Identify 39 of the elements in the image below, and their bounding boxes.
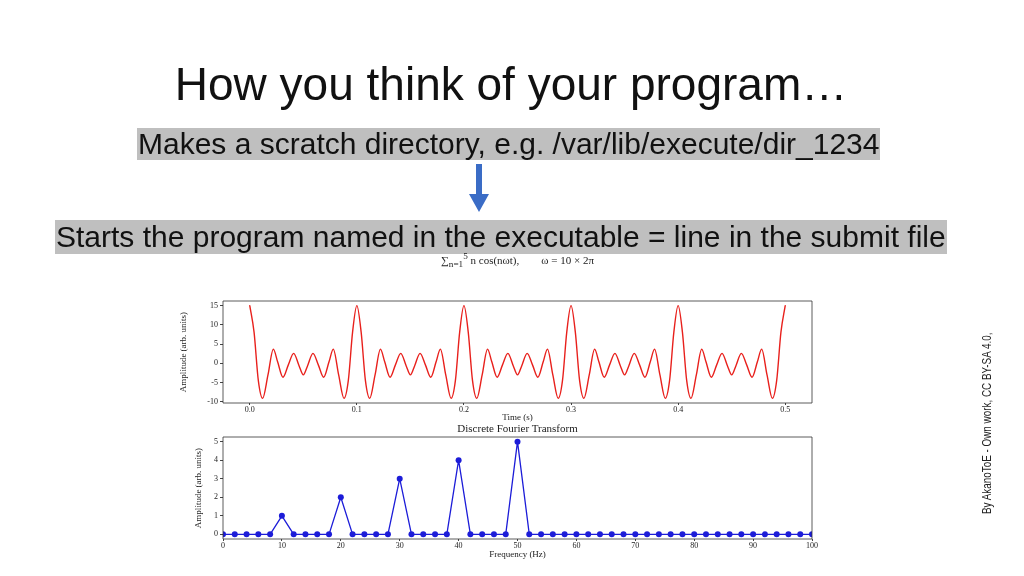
x-tick-label: 0.5 — [780, 404, 791, 414]
chart-title: ∑$_{n=1}$$^{5}$ n cos(nωt), ω = 10 × 2π — [441, 251, 594, 269]
x-tick-label: 30 — [395, 540, 404, 550]
y-tick-label: 0 — [214, 358, 218, 368]
y-tick-label: 10 — [210, 319, 218, 329]
y-axis-title: Amplitude (arb. units) — [177, 311, 188, 393]
text: How you think of your program… — [174, 58, 848, 110]
x-tick-label: 20 — [336, 540, 345, 550]
x-axis-title: Time (s) — [502, 411, 533, 422]
y-tick-label: 15 — [210, 300, 218, 310]
text: Starts the program named in the executable = line in the submit file — [55, 220, 947, 254]
x-tick-label: 80 — [690, 540, 699, 550]
x-tick-label: 90 — [749, 540, 758, 550]
x-tick-label: 100 — [806, 540, 818, 550]
x-tick-label: 70 — [631, 540, 640, 550]
x-tick-label: 10 — [277, 540, 286, 550]
y-tick-label: 2 — [214, 492, 218, 502]
y-tick-label: 5 — [214, 339, 218, 349]
x-tick-label: 0.1 — [351, 404, 362, 414]
chart-title: Discrete Fourier Transform — [457, 422, 578, 434]
x-tick-label: 0 — [221, 540, 225, 550]
x-tick-label: 0.2 — [458, 404, 469, 414]
y-tick-label: -5 — [211, 377, 218, 387]
y-tick-label: 1 — [214, 510, 218, 520]
y-tick-label: 3 — [214, 473, 218, 483]
text: Makes a scratch directory, e.g. /var/lib/execute/dir_1234 — [137, 127, 881, 160]
x-tick-label: 40 — [454, 540, 463, 550]
y-tick-label: 5 — [214, 436, 218, 446]
y-tick-label: -10 — [207, 396, 218, 406]
y-tick-label: 4 — [214, 455, 218, 465]
x-tick-label: 0.0 — [244, 404, 255, 414]
x-tick-label: 0.3 — [566, 404, 577, 414]
x-tick-label: 60 — [572, 540, 581, 550]
x-tick-label: 50 — [513, 540, 522, 550]
x-tick-label: 0.4 — [673, 404, 684, 414]
y-tick-label: 0 — [214, 529, 218, 539]
y-axis-title: Amplitude (arb. units) — [192, 447, 203, 529]
text: By AkanoToE - Own work, CC BY-SA 4.0, — [979, 332, 994, 514]
x-axis-title: Frequency (Hz) — [489, 548, 546, 559]
